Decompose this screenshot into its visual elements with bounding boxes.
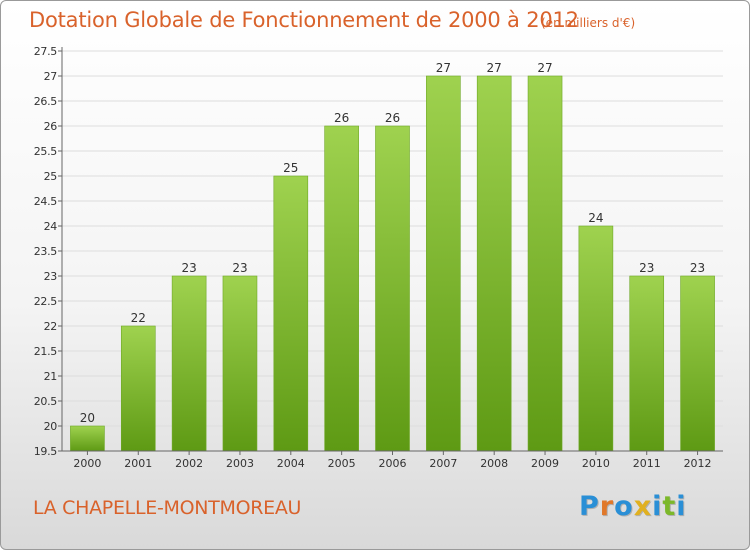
logo-letter: o: [614, 491, 634, 522]
logo-letter: r: [599, 491, 615, 522]
y-tick-label: 27: [44, 70, 58, 83]
y-tick-label: 21.5: [34, 345, 58, 358]
logo-letter: i: [676, 491, 687, 522]
bar: [375, 125, 410, 452]
data-label: 20: [80, 411, 95, 425]
data-label: 23: [690, 261, 705, 275]
bar: [171, 275, 207, 452]
x-tick-label: 2005: [328, 457, 356, 470]
x-tick-label: 2006: [379, 457, 407, 470]
bar: [527, 75, 563, 452]
logo-letter: x: [633, 491, 653, 522]
bar: [222, 275, 258, 452]
data-label: 27: [537, 61, 552, 75]
y-tick-label: 24.5: [34, 195, 58, 208]
data-label: 26: [385, 111, 400, 125]
data-label: 26: [334, 111, 349, 125]
bar: [578, 225, 614, 452]
data-label: 27: [436, 61, 451, 75]
y-tick-label: 22: [44, 320, 57, 333]
bars: [70, 75, 715, 452]
x-tick-label: 2000: [73, 457, 101, 470]
data-label: 23: [181, 261, 196, 275]
commune-name: LA CHAPELLE-MONTMOREAU: [33, 497, 302, 519]
y-tick-label: 23.5: [34, 245, 58, 258]
x-tick-label: 2004: [277, 457, 305, 470]
x-tick-label: 2008: [480, 457, 508, 470]
y-tick-label: 23: [44, 270, 58, 283]
logo-letter: P: [579, 491, 600, 522]
data-label: 22: [131, 311, 146, 325]
y-tick-label: 25.5: [34, 145, 58, 158]
x-tick-label: 2002: [175, 457, 203, 470]
y-tick-label: 22.5: [34, 295, 58, 308]
data-label: 24: [588, 211, 603, 225]
data-label: 23: [639, 261, 654, 275]
bar: [120, 325, 156, 452]
x-tick-label: 2001: [124, 457, 152, 470]
x-tick-label: 2010: [582, 457, 610, 470]
data-label: 25: [283, 161, 298, 175]
x-tick-label: 2012: [684, 457, 712, 470]
y-tick-label: 26.5: [34, 95, 58, 108]
bar: [273, 175, 309, 452]
bar: [680, 275, 715, 452]
y-tick-label: 27.5: [34, 45, 58, 58]
chart-subtitle: (en milliers d'€): [541, 16, 636, 30]
bar: [426, 75, 461, 452]
y-tick-label: 19.5: [34, 445, 58, 458]
x-tick-label: 2011: [633, 457, 661, 470]
data-label: 23: [232, 261, 247, 275]
logo-letter: i: [652, 491, 663, 522]
bar: [629, 275, 665, 452]
y-tick-label: 20: [44, 420, 58, 433]
y-tick-label: 24: [44, 220, 58, 233]
y-tick-label: 20.5: [34, 395, 58, 408]
bar: [476, 75, 512, 452]
proxiti-logo: Proxiti: [579, 491, 687, 522]
x-tick-label: 2003: [226, 457, 254, 470]
y-tick-label: 26: [44, 120, 58, 133]
x-tick-label: 2009: [531, 457, 559, 470]
y-tick-label: 21: [44, 370, 57, 383]
bar: [324, 125, 359, 452]
data-label: 27: [487, 61, 502, 75]
logo-letter: t: [662, 491, 677, 522]
axes: [58, 47, 723, 455]
chart-title: Dotation Globale de Fonctionnement de 20…: [29, 8, 579, 32]
labels: 19.5 20 20.5 21 21.5 22 22.5 23 23.5 24 24.5 25 25.5…: [34, 45, 712, 470]
y-tick-label: 25: [44, 170, 58, 183]
x-tick-label: 2007: [429, 457, 457, 470]
bar: [70, 425, 105, 452]
